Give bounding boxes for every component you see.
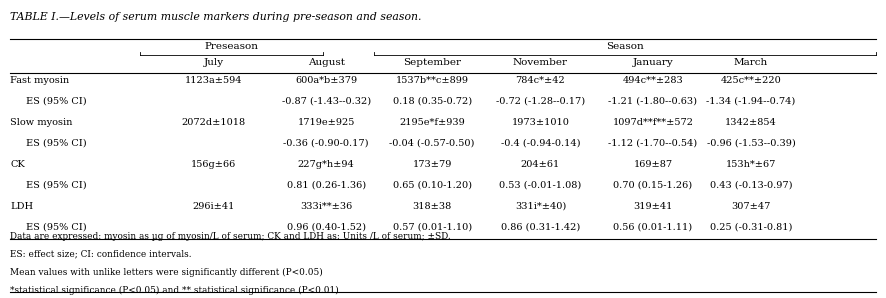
Text: Preseason: Preseason (205, 42, 259, 51)
Text: November: November (513, 58, 568, 67)
Text: 0.81 (0.26-1.36): 0.81 (0.26-1.36) (287, 181, 366, 190)
Text: Data are expressed: myosin as µg of myosin/L of serum; CK and LDH as: Units /L o: Data are expressed: myosin as µg of myos… (11, 232, 451, 241)
Text: 156g±66: 156g±66 (191, 160, 237, 169)
Text: September: September (403, 58, 462, 67)
Text: LDH: LDH (11, 202, 34, 211)
Text: -0.4 (-0.94-0.14): -0.4 (-0.94-0.14) (501, 139, 580, 148)
Text: -0.96 (-1.53--0.39): -0.96 (-1.53--0.39) (707, 139, 796, 148)
Text: 173±79: 173±79 (413, 160, 452, 169)
Text: 318±38: 318±38 (413, 202, 452, 211)
Text: 333i**±36: 333i**±36 (300, 202, 353, 211)
Text: 0.57 (0.01-1.10): 0.57 (0.01-1.10) (392, 223, 471, 232)
Text: ES (95% CI): ES (95% CI) (26, 97, 87, 106)
Text: -0.72 (-1.28--0.17): -0.72 (-1.28--0.17) (496, 97, 585, 106)
Text: Season: Season (606, 42, 643, 51)
Text: ES: effect size; CI: confidence intervals.: ES: effect size; CI: confidence interval… (11, 250, 192, 259)
Text: ES (95% CI): ES (95% CI) (26, 223, 87, 232)
Text: -0.36 (-0.90-0.17): -0.36 (-0.90-0.17) (284, 139, 369, 148)
Text: ES (95% CI): ES (95% CI) (26, 139, 87, 148)
Text: 0.86 (0.31-1.42): 0.86 (0.31-1.42) (501, 223, 580, 232)
Text: -0.04 (-0.57-0.50): -0.04 (-0.57-0.50) (390, 139, 475, 148)
Text: 0.25 (-0.31-0.81): 0.25 (-0.31-0.81) (710, 223, 792, 232)
Text: TABLE I.—Levels of serum muscle markers during pre-season and season.: TABLE I.—Levels of serum muscle markers … (11, 12, 422, 21)
Text: -1.34 (-1.94--0.74): -1.34 (-1.94--0.74) (706, 97, 796, 106)
Text: 204±61: 204±61 (521, 160, 560, 169)
Text: Mean values with unlike letters were significantly different (P<0.05): Mean values with unlike letters were sig… (11, 268, 323, 277)
Text: 1973±1010: 1973±1010 (511, 118, 570, 127)
Text: Slow myosin: Slow myosin (11, 118, 73, 127)
Text: 1342±854: 1342±854 (726, 118, 777, 127)
Text: 1719e±925: 1719e±925 (298, 118, 355, 127)
Text: 1123a±594: 1123a±594 (185, 76, 243, 85)
Text: 784c*±42: 784c*±42 (516, 76, 565, 85)
Text: CK: CK (11, 160, 25, 169)
Text: 307±47: 307±47 (731, 202, 771, 211)
Text: 0.96 (0.40-1.52): 0.96 (0.40-1.52) (287, 223, 366, 232)
Text: 169±87: 169±87 (633, 160, 672, 169)
Text: 0.70 (0.15-1.26): 0.70 (0.15-1.26) (613, 181, 693, 190)
Text: July: July (204, 58, 224, 67)
Text: 2195e*f±939: 2195e*f±939 (400, 118, 465, 127)
Text: -1.12 (-1.70--0.54): -1.12 (-1.70--0.54) (609, 139, 697, 148)
Text: 0.18 (0.35-0.72): 0.18 (0.35-0.72) (392, 97, 471, 106)
Text: *statistical significance (P<0.05) and ** statistical significance (P<0.01): *statistical significance (P<0.05) and *… (11, 286, 339, 295)
Text: August: August (307, 58, 345, 67)
Text: Fast myosin: Fast myosin (11, 76, 69, 85)
Text: -1.21 (-1.80--0.63): -1.21 (-1.80--0.63) (609, 97, 697, 106)
Text: 600a*b±379: 600a*b±379 (295, 76, 357, 85)
Text: 296i±41: 296i±41 (192, 202, 235, 211)
Text: January: January (633, 58, 673, 67)
Text: 153h*±67: 153h*±67 (726, 160, 776, 169)
Text: 0.65 (0.10-1.20): 0.65 (0.10-1.20) (392, 181, 471, 190)
Text: 1097d**f**±572: 1097d**f**±572 (612, 118, 694, 127)
Text: 227g*h±94: 227g*h±94 (298, 160, 354, 169)
Text: 2072d±1018: 2072d±1018 (182, 118, 246, 127)
Text: 319±41: 319±41 (633, 202, 672, 211)
Text: 1537b**c±899: 1537b**c±899 (396, 76, 469, 85)
Text: 0.56 (0.01-1.11): 0.56 (0.01-1.11) (613, 223, 693, 232)
Text: -0.87 (-1.43--0.32): -0.87 (-1.43--0.32) (282, 97, 371, 106)
Text: 331i*±40): 331i*±40) (515, 202, 566, 211)
Text: ES (95% CI): ES (95% CI) (26, 181, 87, 190)
Text: 494c**±283: 494c**±283 (623, 76, 683, 85)
Text: 425c**±220: 425c**±220 (720, 76, 781, 85)
Text: 0.53 (-0.01-1.08): 0.53 (-0.01-1.08) (499, 181, 581, 190)
Text: 0.43 (-0.13-0.97): 0.43 (-0.13-0.97) (710, 181, 792, 190)
Text: March: March (734, 58, 768, 67)
